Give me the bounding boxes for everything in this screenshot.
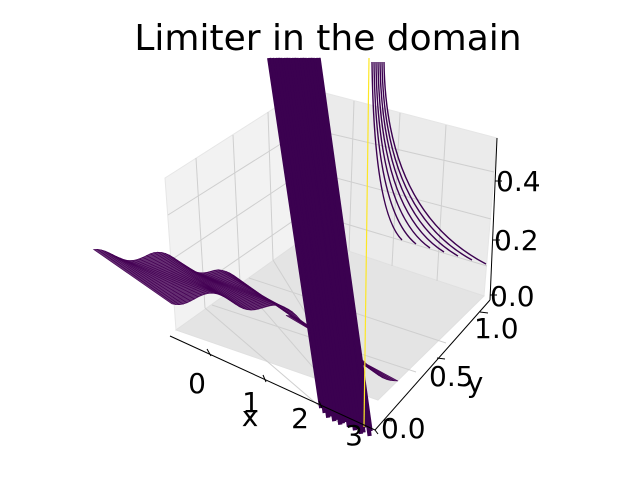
y-tick-label: 0.5 bbox=[429, 360, 474, 393]
y-tick-label: 0.0 bbox=[381, 412, 426, 445]
surface-wake-line bbox=[379, 61, 459, 257]
surface-spike bbox=[315, 57, 372, 437]
x-tick-mark bbox=[374, 429, 379, 435]
z-tick-label: 0.2 bbox=[494, 224, 539, 257]
x-tick-labels: 0 1 2 3 bbox=[188, 367, 363, 452]
surface-highlight-edge bbox=[363, 57, 370, 428]
y-tick-mark bbox=[479, 311, 489, 314]
surface-spike bbox=[281, 57, 336, 416]
x-tick-mark bbox=[318, 400, 323, 409]
grid-line bbox=[170, 169, 307, 261]
surface-spike bbox=[291, 57, 348, 423]
x-tick-label: 0 bbox=[188, 367, 206, 400]
z-tick-label: 0.0 bbox=[490, 280, 535, 313]
axis-lines bbox=[169, 137, 498, 431]
surface-spike bbox=[286, 57, 342, 419]
surface-layer bbox=[92, 57, 487, 437]
x-tick-mark bbox=[262, 374, 267, 383]
surface-spike bbox=[270, 57, 327, 414]
surface-spike bbox=[289, 57, 345, 424]
x-tick-label: 1 bbox=[242, 386, 260, 419]
surface-spike bbox=[310, 57, 366, 433]
grid-line bbox=[305, 127, 495, 173]
surface-wake-line bbox=[381, 61, 473, 261]
tick-marks bbox=[206, 180, 502, 435]
surface-spike bbox=[299, 57, 358, 431]
grid-line bbox=[436, 124, 447, 282]
y-tick-mark bbox=[383, 419, 393, 422]
y-axis-label: y bbox=[467, 366, 484, 399]
z-axis-line bbox=[489, 137, 498, 301]
x-tick-label: 2 bbox=[291, 402, 309, 435]
x-tick-mark bbox=[206, 348, 212, 357]
y-axis-line bbox=[374, 299, 491, 431]
grid-line bbox=[391, 112, 401, 267]
chart-title: Limiter in the domain bbox=[134, 18, 521, 59]
y-tick-label: 1.0 bbox=[474, 312, 519, 345]
y-tick-labels: 0.0 0.5 1.0 bbox=[381, 312, 519, 445]
surface-wake-line bbox=[375, 61, 431, 249]
surface-wake-line bbox=[383, 61, 487, 265]
y-tick-mark bbox=[436, 357, 446, 360]
z-tick-label: 0.4 bbox=[496, 165, 541, 198]
surface-wake-line bbox=[377, 61, 445, 253]
surface-spike bbox=[267, 57, 324, 409]
grid-line bbox=[348, 100, 355, 252]
surface-spike bbox=[275, 57, 333, 417]
z-tick-labels: 0.0 0.2 0.4 bbox=[490, 165, 541, 313]
surface-wake-line bbox=[373, 61, 417, 245]
grid-line bbox=[204, 307, 340, 424]
x-axis-label: x bbox=[242, 400, 259, 433]
surface-spike bbox=[305, 57, 360, 430]
surface-wake-line bbox=[371, 61, 403, 241]
x-axis-line bbox=[169, 335, 376, 431]
x-tick-label: 3 bbox=[345, 419, 363, 452]
surface-spike bbox=[294, 57, 352, 428]
